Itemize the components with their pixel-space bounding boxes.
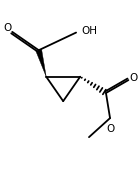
Text: O: O (130, 73, 138, 83)
Text: O: O (3, 23, 12, 33)
Text: O: O (106, 124, 114, 134)
Text: OH: OH (81, 26, 97, 36)
Polygon shape (36, 49, 46, 77)
